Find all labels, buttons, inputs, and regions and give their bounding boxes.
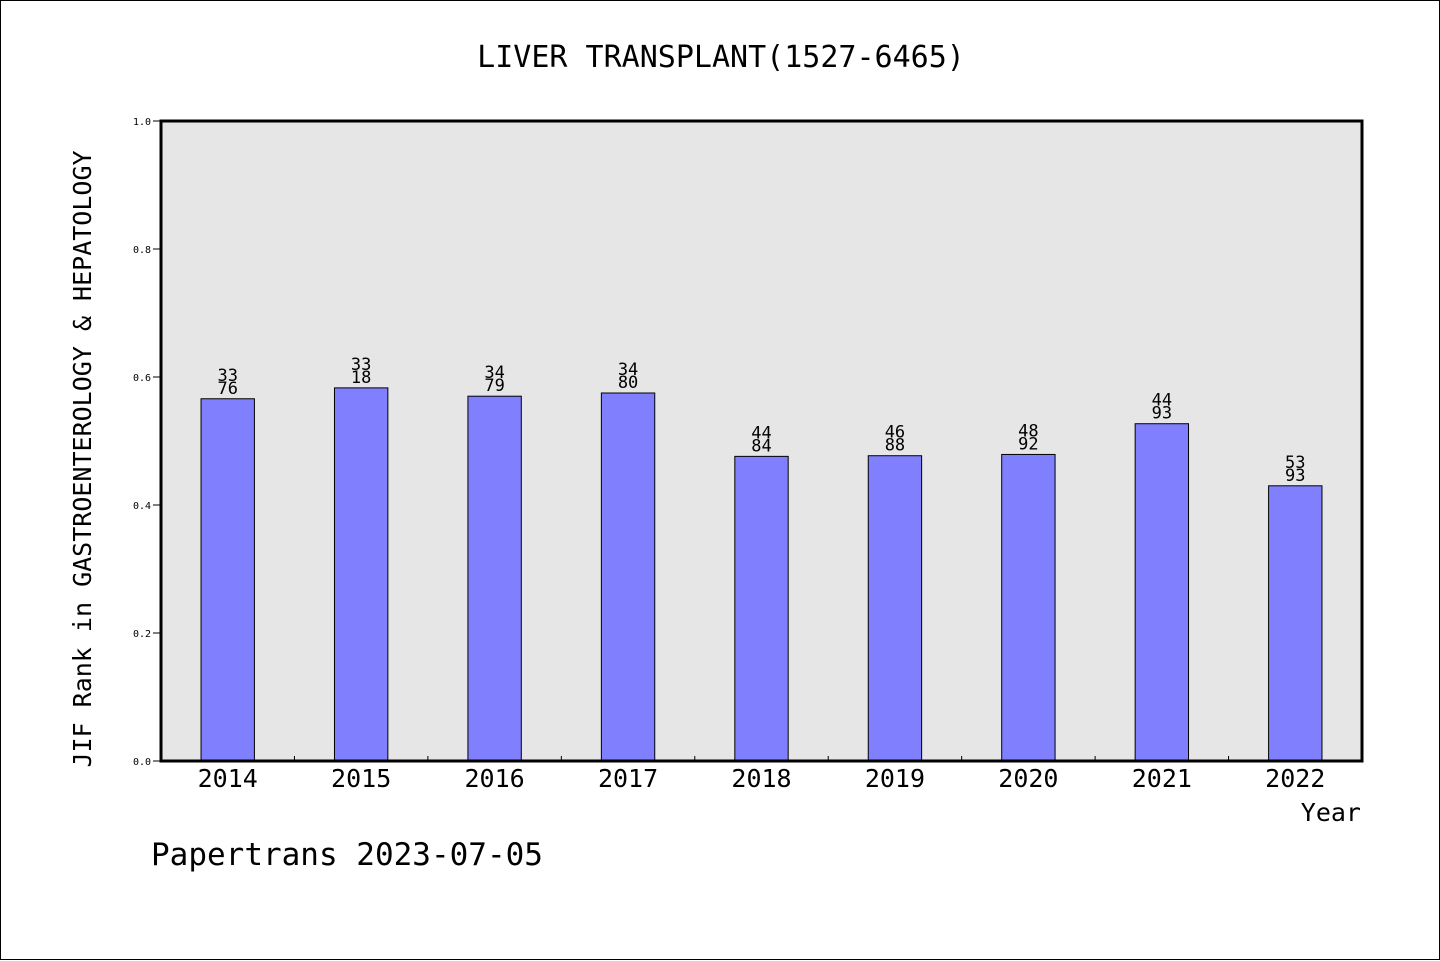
y-tick-label: 0.6 <box>133 373 151 384</box>
x-tick-label: 2022 <box>1265 764 1325 793</box>
y-tick-label: 0.0 <box>133 757 151 768</box>
y-axis-label: JIF Rank in GASTROENTEROLOGY & HEPATOLOG… <box>68 150 97 767</box>
bar-data-label: 80 <box>618 373 638 393</box>
y-tick-label: 0.8 <box>133 245 151 256</box>
bar-2016 <box>467 395 522 762</box>
x-tick-label: 2017 <box>598 764 658 793</box>
bar-data-label: 93 <box>1285 466 1305 486</box>
bar-data-label: 48 <box>1018 421 1038 441</box>
x-tick-label: 2020 <box>998 764 1058 793</box>
y-tick-label: 1.0 <box>133 117 151 128</box>
y-tick-label: 0.2 <box>133 629 151 640</box>
bar-data-label: 79 <box>484 376 504 396</box>
bar-data-label: 53 <box>1285 453 1305 473</box>
bar-data-label: 34 <box>618 360 638 380</box>
chart-title: LIVER TRANSPLANT(1527-6465) <box>477 40 965 75</box>
bar-data-label: 44 <box>1152 391 1172 411</box>
bar-data-label: 33 <box>217 366 237 386</box>
bar-2014 <box>200 398 255 762</box>
axis-ticks: 0.0 0.2 0.4 0.6 0.8 1.0 2014 2015 2016 2017 2018 20… <box>133 117 1325 793</box>
bar-data-label: 84 <box>751 436 771 456</box>
x-tick-label: 2021 <box>1132 764 1192 793</box>
y-tick-label: 0.4 <box>133 501 151 512</box>
bar-2020 <box>1001 453 1056 762</box>
bar-2015 <box>333 387 389 762</box>
x-axis-label: Year <box>1301 798 1361 827</box>
bars <box>200 387 1323 762</box>
x-tick-label: 2018 <box>731 764 791 793</box>
bar-2021 <box>1134 423 1190 762</box>
bar-2017 <box>600 392 656 762</box>
x-tick-label: 2019 <box>865 764 925 793</box>
bar-data-label: 88 <box>885 436 905 456</box>
bar-data-label: 44 <box>751 423 771 443</box>
bar-2022 <box>1268 485 1323 762</box>
bar-data-label: 76 <box>217 379 237 399</box>
bar-data-label: 46 <box>885 423 905 443</box>
x-tick-label: 2016 <box>465 764 525 793</box>
bar-data-label: 34 <box>484 363 504 383</box>
x-tick-label: 2014 <box>198 764 258 793</box>
footer-watermark: Papertrans 2023-07-05 <box>151 837 543 873</box>
bar-data-label: 33 <box>351 355 371 375</box>
x-tick-label: 2015 <box>331 764 391 793</box>
bar-2019 <box>867 455 923 762</box>
bar-data-label: 18 <box>351 368 371 388</box>
bar-data-label: 92 <box>1018 434 1038 454</box>
bar-2018 <box>734 455 789 762</box>
plot-border <box>159 119 1364 763</box>
bar-data-label: 93 <box>1152 404 1172 424</box>
